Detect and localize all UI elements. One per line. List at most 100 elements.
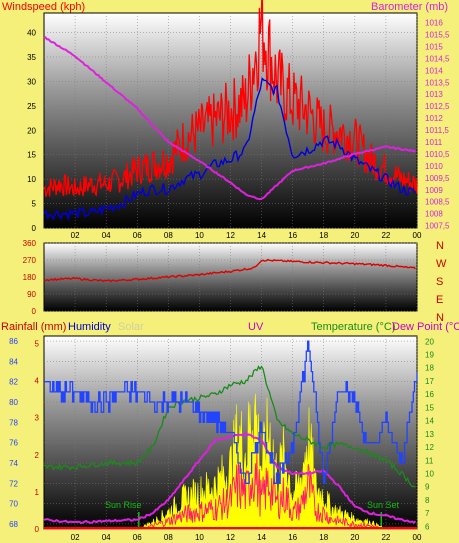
sunrise-label: Sun Rise (105, 500, 142, 510)
temperature-tick-label: 10 (425, 469, 434, 478)
average-wind-series-line (43, 77, 416, 222)
barometer-tick-label: 1015,5 (425, 31, 450, 40)
direction-tick-label: 0 (32, 307, 37, 316)
barometer-tick-label: 1009,5 (425, 174, 450, 183)
barometer-tick-label: 1010,5 (425, 150, 450, 159)
wind-axis-label: Windspeed (kph) (2, 1, 85, 13)
barometer-tick-label: 1014 (425, 66, 443, 75)
wind-panel-tick-labels: 05101520253035401007,510081008,510091009… (27, 19, 450, 240)
time-tick-label: 18 (319, 231, 328, 240)
direction-tick-label: 360 (23, 239, 37, 248)
humidity-tick-label: 84 (9, 357, 18, 366)
direction-tick-label: 90 (27, 290, 36, 299)
compass-label: N (436, 312, 444, 324)
wind-tick-label: 0 (32, 224, 37, 233)
time-tick-label: 10 (195, 231, 204, 240)
humidity-tick-label: 78 (9, 418, 18, 427)
weather-time-tick-label: 12 (226, 533, 235, 542)
direction-panel-series (44, 258, 416, 283)
time-tick-label: 16 (288, 231, 297, 240)
humidity-tick-label: 82 (9, 378, 18, 387)
weather-time-tick-label: 04 (102, 533, 111, 542)
wind-tick-label: 35 (27, 53, 36, 62)
temperature-tick-label: 13 (425, 430, 434, 439)
weather-time-tick-label: 08 (164, 533, 173, 542)
humidity-tick-label: 72 (9, 479, 18, 488)
temperature-tick-label: 15 (425, 403, 434, 412)
temperature-tick-label: 18 (425, 364, 434, 373)
temperature-tick-label: 14 (425, 417, 434, 426)
weather-time-tick-label: 14 (257, 533, 266, 542)
wind-tick-label: 30 (27, 77, 36, 86)
barometer-series-line (43, 35, 417, 201)
barometer-tick-label: 1008,5 (425, 198, 450, 207)
temperature-tick-label: 9 (425, 483, 430, 492)
weather-time-tick-label: 00 (413, 533, 422, 542)
weather-time-tick-label: 02 (71, 533, 80, 542)
humidity-series-line (44, 340, 418, 484)
temperature-series-line (44, 365, 416, 488)
time-tick-label: 20 (350, 231, 359, 240)
rainfall-tick-label: 5 (35, 339, 40, 348)
humidity-tick-label: 68 (9, 520, 18, 529)
time-tick-label: 08 (164, 231, 173, 240)
weather-time-tick-label: 20 (350, 533, 359, 542)
barometer-tick-label: 1010 (425, 162, 443, 171)
time-tick-label: 02 (71, 231, 80, 240)
rainfall-tick-label: 2 (35, 451, 40, 460)
temperature-tick-label: 17 (425, 377, 434, 386)
temperature-tick-label: 8 (425, 496, 430, 505)
temperature-tick-label: 19 (425, 351, 434, 360)
direction-panel-tick-labels: 0 90 180 270 360 (23, 239, 37, 316)
compass-label: W (436, 258, 447, 270)
weather-panel-series (43, 340, 418, 530)
uv-legend-label: UV (248, 321, 264, 333)
compass-label: N (436, 240, 444, 252)
rainfall-tick-label: 0 (35, 525, 40, 534)
barometer-tick-label: 1012,5 (425, 102, 450, 111)
barometer-tick-label: 1012 (425, 114, 443, 123)
humidity-tick-label: 86 (9, 337, 18, 346)
wind-tick-label: 40 (27, 29, 36, 38)
temperature-tick-label: 20 (425, 337, 434, 346)
time-tick-label: 12 (226, 231, 235, 240)
weather-time-tick-label: 22 (381, 533, 390, 542)
barometer-tick-label: 1015 (425, 42, 443, 51)
wind-tick-label: 20 (27, 126, 36, 135)
dewpoint-series-line (43, 431, 417, 525)
rainfall-tick-label: 4 (35, 377, 40, 386)
humidity-tick-label: 76 (9, 439, 18, 448)
barometer-tick-label: 1011 (425, 138, 443, 147)
barometer-tick-label: 1013,5 (425, 78, 450, 87)
time-tick-label: 22 (381, 231, 390, 240)
solar-legend-label: Solar (118, 321, 144, 333)
humidity-tick-label: 70 (9, 500, 18, 509)
temperature-tick-label: 7 (425, 509, 430, 518)
rainfall-tick-label: 1 (35, 488, 40, 497)
barometer-tick-label: 1014,5 (425, 54, 450, 63)
temperature-tick-label: 16 (425, 390, 434, 399)
barometer-tick-label: 1013 (425, 90, 443, 99)
barometer-tick-label: 1008 (425, 210, 443, 219)
wind-tick-label: 15 (27, 151, 36, 160)
humidity-tick-label: 80 (9, 398, 18, 407)
gust-series-line (43, 0, 418, 197)
barometer-axis-label: Barometer (mb) (371, 1, 448, 13)
weather-time-tick-label: 18 (319, 533, 328, 542)
temperature-tick-label: 12 (425, 443, 434, 452)
wind-tick-label: 25 (27, 102, 36, 111)
barometer-tick-label: 1011,5 (425, 126, 449, 135)
compass-label: S (436, 276, 443, 288)
weather-time-tick-label: 06 (133, 533, 142, 542)
humidity-legend-label: Humidity (68, 321, 111, 333)
direction-tick-label: 270 (23, 256, 37, 265)
wind-direction-series-line (44, 258, 416, 283)
weather-time-tick-label: 10 (195, 533, 204, 542)
time-tick-label: 06 (133, 231, 142, 240)
sunset-label: Sun Set (367, 500, 400, 510)
direction-tick-label: 180 (23, 273, 37, 282)
dewpoint-axis-label: Dew Point (°C) (392, 321, 459, 333)
weather-panel-tick-labels: 6870727476788082848601234567891011121314… (9, 337, 434, 542)
